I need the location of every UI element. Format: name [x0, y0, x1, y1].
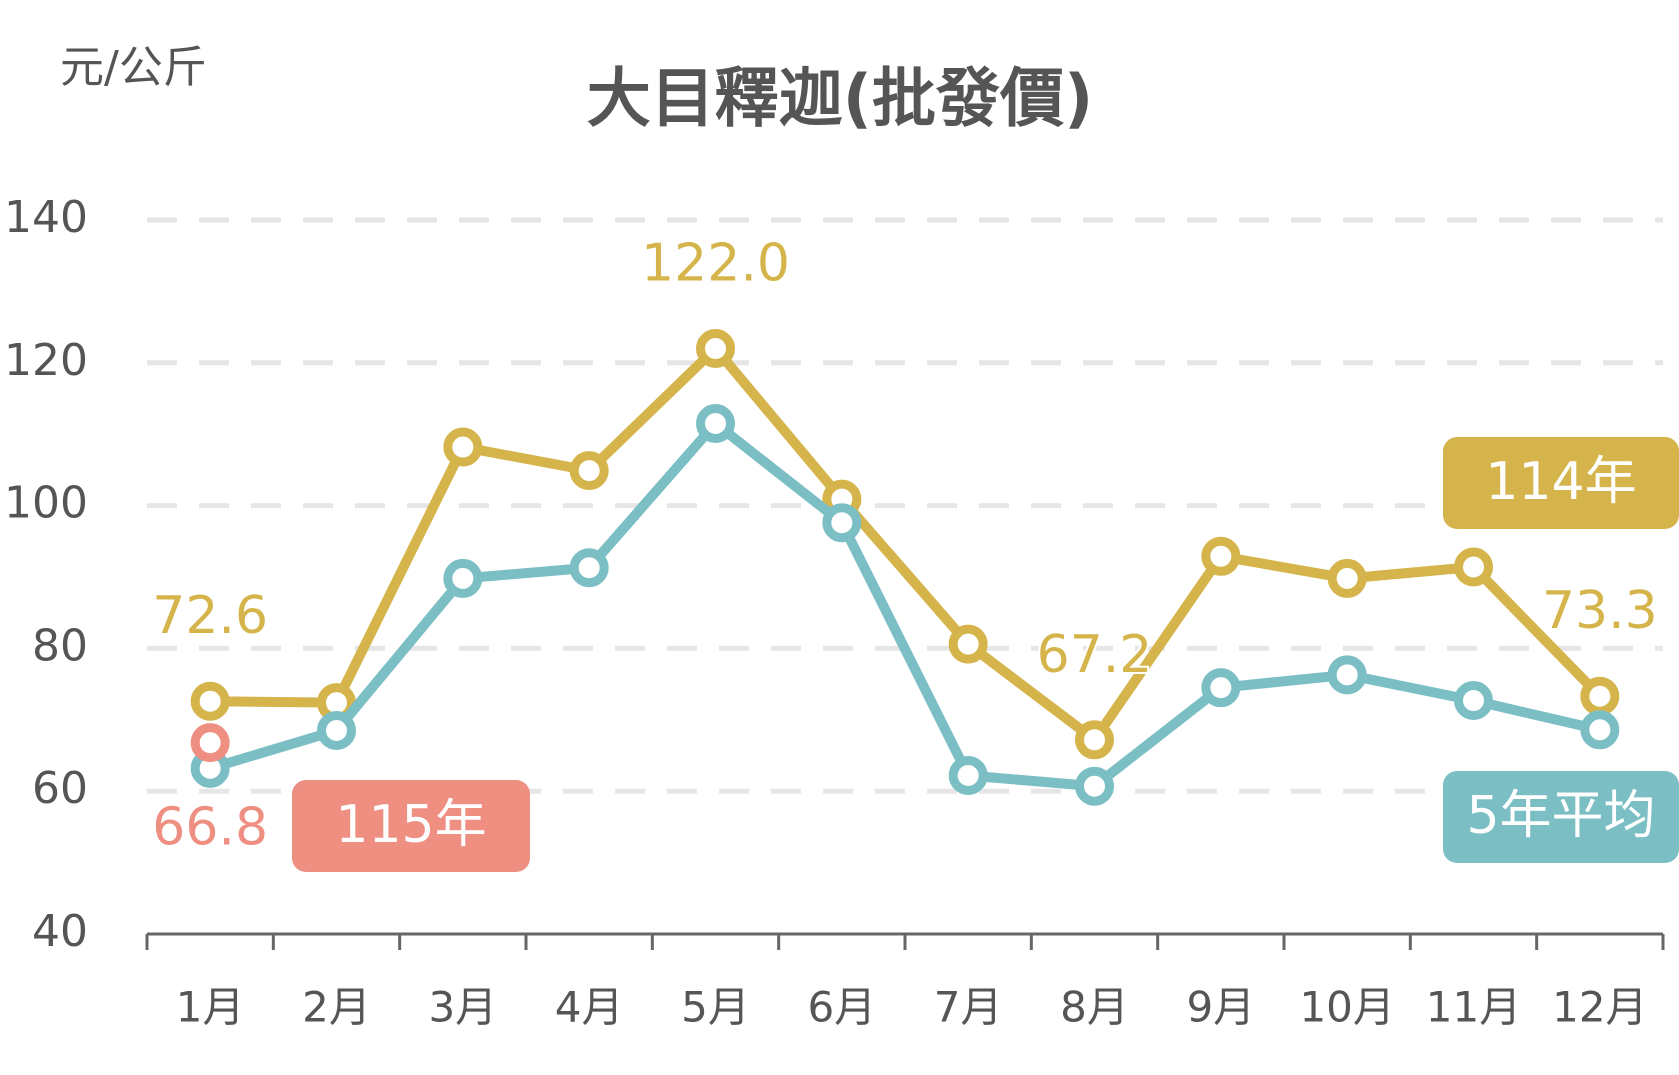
legend-box	[1443, 437, 1679, 529]
data-point	[190, 723, 230, 763]
x-tick-label: 5月	[681, 983, 750, 1032]
legend-label: 114年	[1485, 452, 1636, 512]
x-tick-label: 8月	[1060, 983, 1129, 1032]
data-label: 72.6	[152, 586, 268, 646]
data-point	[569, 548, 609, 588]
chart-title: 大目釋迦(批發價)	[587, 63, 1094, 137]
legend-box	[292, 780, 530, 872]
series-line	[210, 343, 1604, 745]
data-point	[1580, 676, 1620, 716]
legend-label: 5年平均	[1466, 786, 1655, 846]
x-tick-label: 6月	[807, 983, 876, 1032]
data-point	[1454, 547, 1493, 587]
y-tick-label: 60	[32, 763, 88, 814]
x-tick-label: 10月	[1299, 983, 1394, 1032]
data-point	[1454, 681, 1493, 721]
data-point	[1580, 710, 1620, 750]
data-point	[1075, 766, 1114, 806]
data-point	[190, 681, 230, 721]
data-label: 66.8	[152, 798, 268, 858]
data-point	[822, 503, 862, 543]
data-point	[948, 624, 988, 664]
series-line	[208, 418, 1601, 792]
y-tick-label: 120	[4, 335, 88, 386]
x-tick-label: 9月	[1186, 983, 1255, 1032]
x-tick-label: 4月	[555, 983, 624, 1032]
data-point	[443, 558, 483, 598]
legend-box	[1443, 771, 1679, 863]
data-point	[1327, 655, 1367, 695]
data-point	[696, 403, 735, 443]
data-label: 73.3	[1542, 581, 1658, 641]
data-point	[1201, 536, 1241, 576]
x-tick-label: 2月	[302, 983, 371, 1032]
data-point	[696, 329, 735, 369]
legend-label: 115年	[335, 795, 486, 855]
y-tick-label: 100	[4, 478, 88, 529]
y-tick-label: 40	[32, 906, 88, 957]
data-label: 122.0	[641, 234, 790, 294]
data-point	[1327, 558, 1367, 598]
data-point	[443, 427, 483, 467]
data-label: 67.2	[1037, 625, 1153, 685]
x-tick-label: 1月	[176, 983, 245, 1032]
data-point	[948, 755, 988, 795]
y-tick-label: 80	[32, 620, 88, 671]
y-tick-label: 140	[4, 192, 88, 243]
data-point	[317, 711, 356, 751]
data-point	[1201, 668, 1241, 708]
data-point	[1075, 720, 1114, 760]
x-tick-label: 11月	[1426, 983, 1521, 1032]
x-tick-label: 7月	[934, 983, 1003, 1032]
y-axis-unit: 元/公斤	[60, 42, 207, 93]
data-point	[569, 451, 609, 491]
x-tick-label: 3月	[428, 983, 497, 1032]
x-tick-label: 12月	[1552, 983, 1647, 1032]
